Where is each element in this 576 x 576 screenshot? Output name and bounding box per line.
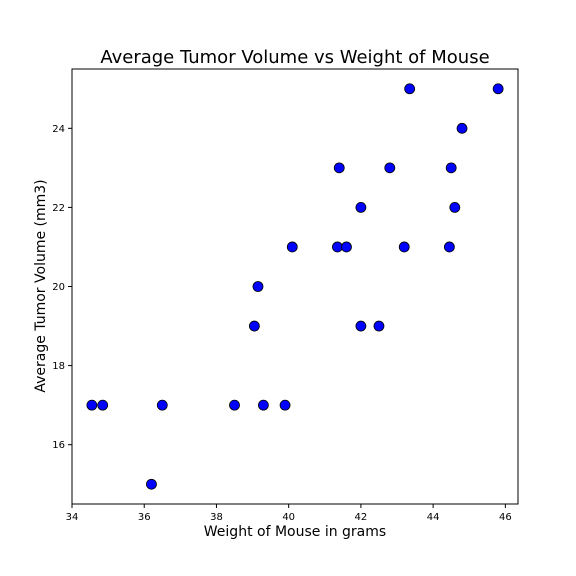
data-point	[248, 320, 260, 332]
x-tick-label: 42	[355, 512, 368, 523]
x-axis-label: Weight of Mouse in grams	[204, 524, 386, 540]
x-tick-label: 36	[138, 512, 151, 523]
data-point	[258, 399, 269, 411]
y-tick-label: 16	[52, 440, 65, 451]
data-point	[492, 83, 504, 95]
data-point	[341, 241, 352, 253]
data-point	[456, 122, 468, 134]
data-point	[333, 162, 345, 174]
data-point	[355, 320, 367, 332]
x-tick-label: 40	[282, 512, 295, 523]
data-point	[146, 478, 157, 490]
data-point	[332, 241, 343, 253]
data-point	[445, 162, 457, 174]
y-axis-label: Average Tumor Volume (mm3)	[33, 179, 49, 392]
chart-title: Average Tumor Volume vs Weight of Mouse	[100, 47, 489, 68]
y-axis: 16 18 20 22 24	[52, 124, 72, 451]
y-tick-label: 20	[52, 282, 65, 293]
data-point	[86, 399, 98, 411]
plot-area-frame	[71, 68, 519, 505]
data-point	[443, 241, 455, 253]
data-point	[97, 399, 109, 411]
data-point	[286, 241, 298, 253]
y-tick-label: 24	[52, 124, 65, 135]
x-tick-label: 34	[66, 512, 79, 523]
x-tick-label: 38	[210, 512, 223, 523]
data-points	[86, 83, 504, 490]
x-axis: 34 36 38 40 42 44 46	[66, 504, 512, 523]
data-point	[156, 399, 168, 411]
x-tick-label: 44	[427, 512, 440, 523]
data-point	[398, 241, 410, 253]
y-tick-label: 18	[52, 361, 65, 372]
data-point	[449, 202, 461, 213]
x-tick-label: 46	[499, 512, 512, 523]
data-point	[229, 399, 240, 411]
y-tick-label: 22	[52, 203, 65, 214]
data-point	[373, 320, 385, 332]
data-point	[252, 281, 264, 292]
data-point	[355, 202, 367, 213]
data-point	[404, 83, 416, 95]
data-point	[279, 399, 291, 411]
data-point	[384, 162, 396, 174]
